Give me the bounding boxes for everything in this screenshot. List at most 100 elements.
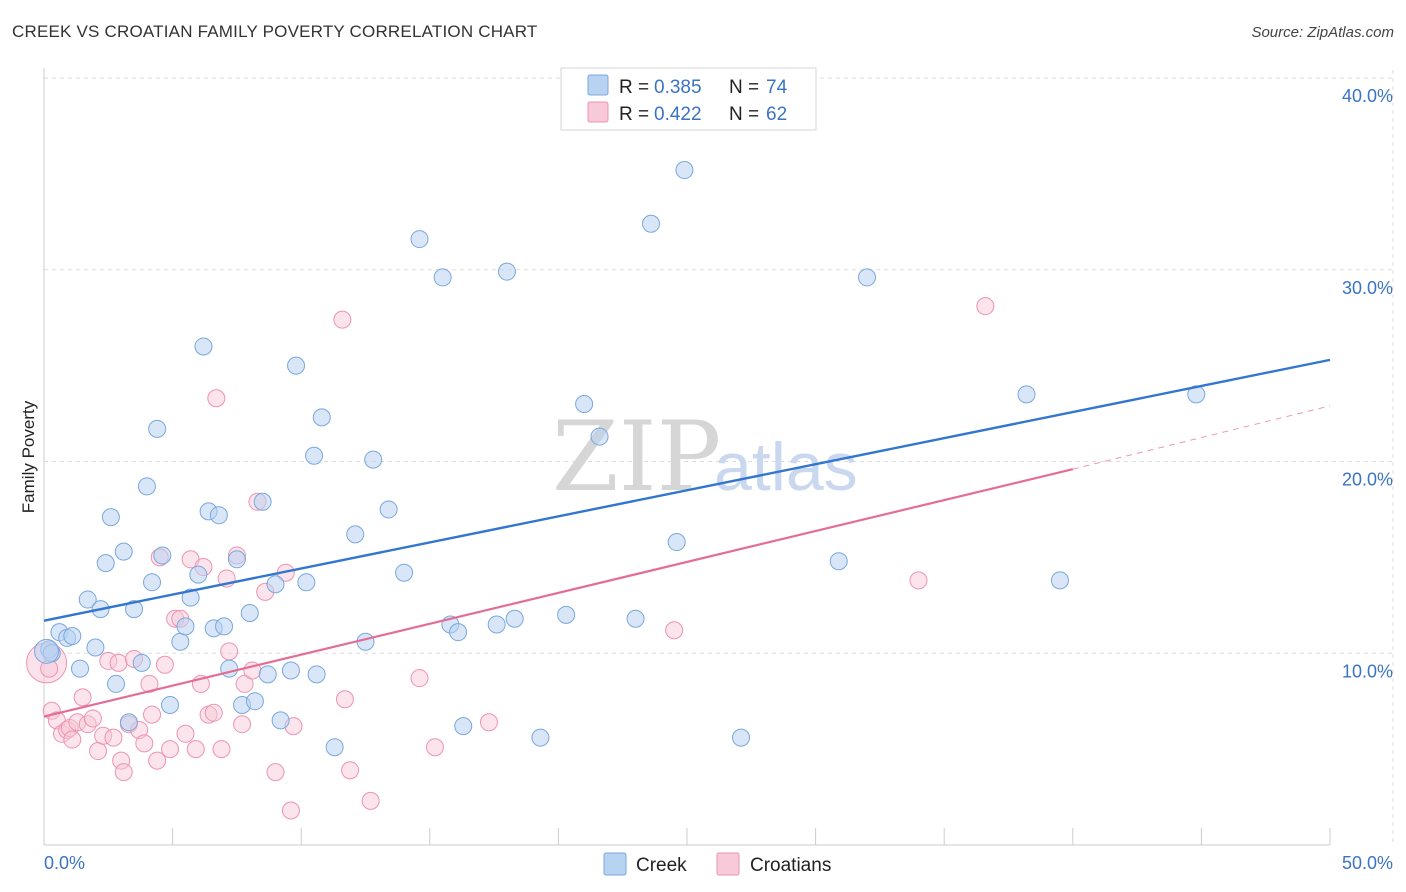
croatians-point	[333, 310, 352, 329]
creek-point	[325, 738, 344, 757]
creek-point	[379, 500, 398, 519]
creek-point	[271, 711, 290, 730]
creek-point	[307, 665, 326, 684]
croatians-point	[148, 751, 167, 770]
creek-point	[71, 659, 90, 678]
creek-point	[305, 446, 324, 465]
creek-point	[125, 600, 144, 619]
creek-point	[194, 337, 213, 356]
croatians-point	[233, 715, 252, 734]
creek-point	[590, 427, 609, 446]
croatians-point	[89, 742, 108, 761]
creek-point	[667, 533, 686, 552]
legend-swatch-croatians	[587, 101, 609, 123]
croatians-point	[207, 389, 226, 408]
croatians-points	[26, 297, 995, 820]
creek-point	[497, 262, 516, 281]
bottom-legend-swatch-croatians	[716, 852, 740, 876]
croatians-trend-extension	[1072, 405, 1331, 470]
creek-point	[143, 573, 162, 592]
creek-point	[209, 506, 228, 525]
croatians-point	[665, 621, 684, 640]
croatians-point	[204, 703, 223, 722]
creek-point	[78, 590, 97, 609]
croatians-point	[109, 653, 128, 672]
croatians-point	[135, 734, 154, 753]
y-tick-label: 40.0%	[1342, 86, 1393, 106]
croatians-point	[479, 713, 498, 732]
creek-point	[297, 573, 316, 592]
creek-point	[505, 609, 524, 628]
creek-point	[34, 638, 60, 664]
croatians-point	[63, 730, 82, 749]
creek-point	[161, 696, 180, 715]
croatians-point	[909, 571, 928, 590]
creek-point	[266, 575, 285, 594]
croatians-trend-line	[43, 468, 1074, 718]
creek-point	[433, 268, 452, 287]
creek-point	[137, 477, 156, 496]
creek-point	[364, 450, 383, 469]
legend-r-label-croatians: R =	[619, 104, 649, 125]
creek-point	[86, 638, 105, 657]
creek-point	[258, 665, 277, 684]
creek-point	[395, 563, 414, 582]
creek-point	[531, 728, 550, 747]
x-tick-label-max: 50.0%	[1342, 853, 1393, 873]
creek-point	[641, 214, 660, 233]
croatians-point	[220, 642, 239, 661]
bottom-legend-label-croatians: Croatians	[750, 855, 831, 876]
creek-point	[114, 542, 133, 561]
legend-r-value-creek: 0.385	[654, 77, 702, 98]
creek-point	[253, 492, 272, 511]
y-tick-label: 10.0%	[1342, 661, 1393, 681]
croatians-point	[73, 688, 92, 707]
croatians-point	[335, 690, 354, 709]
watermark-zip: ZIP	[552, 401, 721, 513]
croatians-point	[212, 740, 231, 759]
creek-point	[410, 230, 429, 249]
croatians-point	[186, 740, 205, 759]
legend-r-value-croatians: 0.422	[654, 104, 702, 125]
creek-trend-line	[43, 358, 1331, 622]
creek-point	[107, 674, 126, 693]
y-tick-labels: 10.0% 20.0% 30.0% 40.0%	[1342, 86, 1393, 681]
creek-point	[829, 552, 848, 571]
legend-r-label-creek: R =	[619, 77, 649, 98]
creek-point	[557, 605, 576, 624]
x-tick-label-min: 0.0%	[44, 853, 85, 873]
y-axis-label: Family Poverty	[19, 400, 38, 513]
croatians-point	[235, 674, 254, 693]
chart-title: CREEK VS CROATIAN FAMILY POVERTY CORRELA…	[12, 22, 538, 41]
creek-points	[34, 161, 1206, 757]
creek-point	[449, 623, 468, 642]
creek-point	[96, 554, 115, 573]
source-label: Source: ZipAtlas.com	[1251, 24, 1394, 41]
creek-point	[119, 713, 138, 732]
bottom-legend-label-creek: Creek	[636, 855, 687, 876]
creek-point	[312, 408, 331, 427]
creek-point	[245, 692, 264, 711]
croatians-point	[155, 655, 174, 674]
croatians-point	[114, 763, 133, 782]
creek-point	[171, 632, 190, 651]
creek-point	[227, 550, 246, 569]
creek-point	[240, 603, 259, 622]
croatians-point	[161, 740, 180, 759]
y-tick-label: 30.0%	[1342, 278, 1393, 298]
creek-point	[176, 617, 195, 636]
creek-point	[575, 394, 594, 413]
creek-point	[148, 419, 167, 438]
creek-point	[287, 356, 306, 375]
creek-point	[858, 268, 877, 287]
creek-point	[626, 609, 645, 628]
creek-point	[63, 626, 82, 645]
creek-point	[101, 508, 120, 527]
creek-point	[132, 653, 151, 672]
croatians-point	[176, 724, 195, 743]
creek-point	[215, 617, 234, 636]
creek-point	[732, 728, 751, 747]
legend-n-value-creek: 74	[766, 77, 788, 98]
y-tick-label: 20.0%	[1342, 470, 1393, 490]
croatians-point	[976, 297, 995, 316]
